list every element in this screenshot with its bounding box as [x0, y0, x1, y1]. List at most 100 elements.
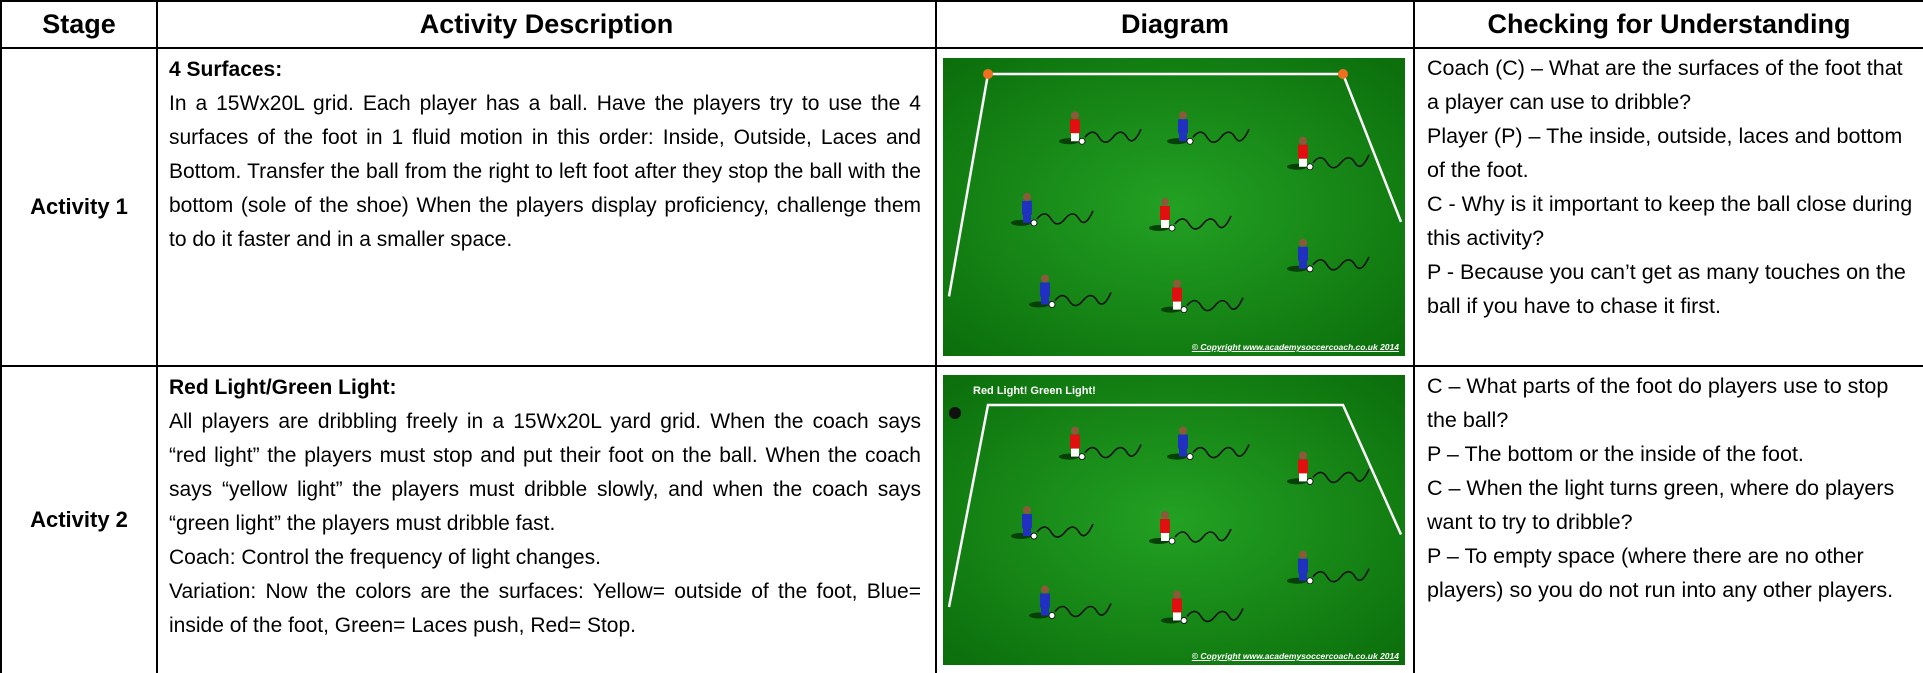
ball: [1180, 306, 1188, 314]
player-head: [1299, 550, 1307, 559]
player-legs: [1299, 473, 1307, 482]
dribble-path: [1036, 523, 1094, 538]
dribble-path: [1312, 256, 1370, 271]
player-legs: [1173, 301, 1181, 310]
player-body: [1298, 558, 1308, 573]
player-body: [1178, 119, 1188, 134]
ball: [1180, 617, 1188, 624]
dribble-path: [1186, 297, 1244, 312]
ball: [1168, 224, 1176, 232]
ball: [1168, 537, 1176, 545]
table-body: Activity 1 4 Surfaces: In a 15Wx20L grid. …: [0, 47, 1923, 673]
player-legs: [1071, 133, 1079, 142]
player-legs: [1179, 133, 1187, 142]
player-head: [1299, 136, 1307, 145]
player-body: [1022, 200, 1032, 215]
ball: [1078, 137, 1086, 145]
player-legs: [1173, 612, 1181, 621]
dribble-path: [1192, 444, 1250, 459]
description-paragraph: In a 15Wx20L grid. Each player has a bal…: [169, 92, 921, 251]
ball: [1306, 163, 1314, 171]
player-body: [1178, 434, 1188, 449]
player-head: [1023, 506, 1031, 515]
table-row: Activity 2 Red Light/Green Light: All play…: [0, 365, 1923, 673]
checking-line: P – The bottom or the inside of the foot…: [1427, 442, 1804, 466]
stage-cell: Activity 1: [0, 47, 158, 367]
checking-line: Coach (C) – What are the surfaces of the…: [1427, 56, 1903, 114]
player-body: [1172, 598, 1182, 613]
header-cell: Stage: [0, 0, 158, 49]
dribble-path: [1174, 528, 1232, 543]
ball: [1186, 453, 1194, 460]
ball: [1306, 265, 1314, 273]
player-legs: [1299, 572, 1307, 581]
player-head: [1299, 238, 1307, 247]
player-head: [1023, 192, 1031, 201]
player-legs: [1179, 448, 1187, 457]
dribble-path: [1054, 292, 1112, 307]
ball: [1030, 532, 1038, 540]
player-head: [1041, 274, 1049, 283]
diagram-caption: Red Light! Green Light!: [973, 385, 1096, 397]
header-cell: Diagram: [935, 0, 1415, 49]
player-body: [1160, 205, 1170, 220]
player-legs: [1161, 219, 1169, 228]
field-drawing: [943, 375, 1405, 665]
dribble-path: [1084, 128, 1142, 144]
player-head: [1179, 426, 1187, 435]
dribble-path: [1312, 154, 1370, 169]
player-head: [1071, 426, 1079, 435]
player-legs: [1023, 528, 1031, 537]
player-legs: [1299, 260, 1307, 269]
header-cell: Checking for Understanding: [1413, 0, 1923, 49]
ball: [1048, 612, 1056, 619]
table-row: Activity 1 4 Surfaces: In a 15Wx20L grid. …: [0, 47, 1923, 367]
player-legs: [1299, 158, 1307, 167]
dribble-path: [1312, 469, 1370, 484]
player-head: [1173, 279, 1181, 288]
cone: [983, 69, 993, 79]
dribble-path: [1084, 444, 1142, 459]
player-body: [1298, 459, 1308, 474]
ball: [1048, 301, 1056, 308]
description-cell: 4 Surfaces: In a 15Wx20L grid. Each playe…: [156, 47, 937, 367]
description-paragraph: All players are dribbling freely in a 15…: [169, 410, 921, 535]
player-body: [1160, 519, 1170, 534]
description-cell: Red Light/Green Light: All players are dr…: [156, 365, 937, 673]
dribble-path: [1036, 210, 1094, 225]
checking-line: P – To empty space (where there are no o…: [1427, 544, 1894, 602]
dribble-path: [1186, 608, 1244, 623]
player-legs: [1041, 607, 1049, 616]
player-body: [1070, 434, 1080, 449]
description-paragraph: Coach: Control the frequency of light ch…: [169, 546, 601, 569]
description-paragraph: Variation: Now the colors are the surfac…: [169, 580, 921, 637]
checking-line: P - Because you can’t get as many touche…: [1427, 260, 1906, 318]
ball: [1030, 219, 1038, 227]
diagram-copyright: © Copyright www.academysoccercoach.co.uk…: [1191, 342, 1399, 352]
player-body: [1022, 514, 1032, 529]
player-body: [1172, 287, 1182, 302]
player-head: [1179, 111, 1187, 120]
player-head: [1071, 111, 1079, 120]
player-head: [1161, 511, 1169, 520]
ball: [1306, 478, 1314, 485]
activity-title: Red Light/Green Light:: [169, 376, 397, 399]
field-lines: [947, 403, 1403, 608]
dribble-path: [1312, 568, 1370, 583]
diagram-copyright: © Copyright www.academysoccercoach.co.uk…: [1191, 651, 1399, 661]
player-legs: [1023, 214, 1031, 223]
checking-line: Player (P) – The inside, outside, laces …: [1427, 124, 1903, 182]
player-head: [1299, 451, 1307, 460]
player-legs: [1161, 533, 1169, 542]
checking-line: C – What parts of the foot do players us…: [1427, 374, 1889, 432]
player-legs: [1041, 296, 1049, 305]
player-head: [1161, 197, 1169, 206]
field-lines: [947, 72, 1403, 297]
dribble-path: [1054, 603, 1112, 618]
player-body: [1298, 246, 1308, 261]
dribble-path: [1174, 215, 1232, 230]
diagram-cell: © Copyright www.academysoccercoach.co.uk…: [935, 47, 1415, 367]
cone: [1338, 69, 1348, 79]
